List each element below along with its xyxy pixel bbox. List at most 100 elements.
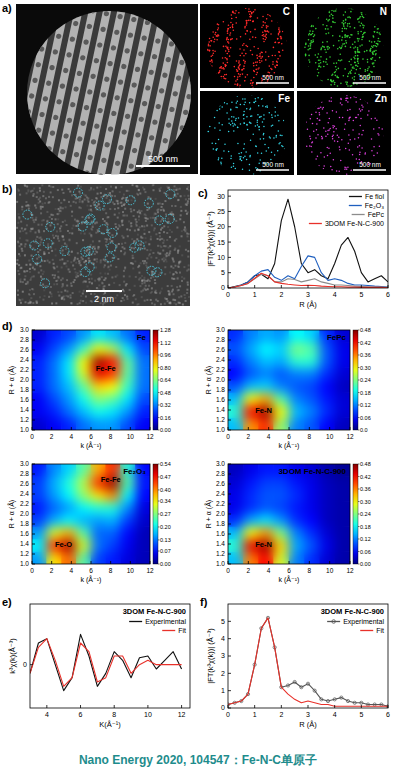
eds-dot xyxy=(371,71,373,73)
eds-dot xyxy=(232,10,234,12)
noise xyxy=(69,191,71,193)
pore xyxy=(8,121,14,127)
eds-dot xyxy=(345,19,347,21)
eds-dot xyxy=(308,45,310,47)
eds-dot xyxy=(297,38,299,40)
noise xyxy=(115,223,117,225)
eds-dot xyxy=(357,146,359,148)
eds-dot xyxy=(364,32,366,34)
eds-dot xyxy=(332,15,334,17)
noise xyxy=(143,262,145,264)
eds-dot xyxy=(383,71,385,73)
eds-dot xyxy=(309,145,311,147)
pore xyxy=(176,75,182,81)
eds-dot xyxy=(357,162,359,164)
eds-dot xyxy=(362,106,364,108)
eds-dot xyxy=(319,119,321,121)
eds-dot xyxy=(201,77,203,79)
noise xyxy=(59,230,61,232)
eds-dot xyxy=(371,45,373,47)
eds-dot xyxy=(205,147,207,149)
eds-dot xyxy=(293,22,295,24)
eds-dot xyxy=(364,70,366,72)
eds-dot xyxy=(201,25,203,27)
eds-dot xyxy=(291,74,293,76)
eds-dot xyxy=(378,173,380,175)
eds-dot xyxy=(332,21,334,23)
eds-dot xyxy=(350,73,352,75)
eds-dot xyxy=(247,74,249,76)
eds-dot xyxy=(353,56,355,58)
eds-dot xyxy=(209,64,211,66)
eds-dot xyxy=(291,63,293,65)
eds-dot xyxy=(215,5,217,7)
pore xyxy=(107,126,113,132)
pore xyxy=(151,54,157,60)
eds-dot xyxy=(352,129,354,131)
eds-dot xyxy=(245,151,247,153)
pore xyxy=(53,114,59,120)
eds-dot xyxy=(203,5,205,7)
eds-dot xyxy=(310,146,312,148)
eds-dot xyxy=(207,76,209,78)
eds-dot xyxy=(389,165,391,167)
eds-dot xyxy=(271,5,273,7)
eds-dot xyxy=(219,83,221,85)
eds-dot xyxy=(241,160,243,162)
noise xyxy=(185,249,187,251)
haadf-noise xyxy=(16,184,190,306)
pore xyxy=(131,16,137,22)
pore xyxy=(117,79,123,85)
eds-dot xyxy=(358,133,360,135)
eds-dot xyxy=(237,79,239,81)
eds-dot xyxy=(267,30,269,32)
eds-dot xyxy=(354,51,356,53)
noise xyxy=(162,242,164,244)
eds-dot xyxy=(219,84,221,86)
eds-dot xyxy=(243,148,245,150)
eds-dot xyxy=(218,24,220,26)
pore xyxy=(70,102,76,108)
pore xyxy=(144,19,150,25)
pore xyxy=(80,55,86,61)
scale-bar-label: 500 nm xyxy=(148,154,178,164)
eds-dot xyxy=(271,114,273,116)
eds-dot xyxy=(217,5,219,7)
eds-dot xyxy=(205,134,207,136)
eds-dot xyxy=(348,118,350,120)
eds-dot xyxy=(374,26,376,28)
eds-dot xyxy=(370,58,372,60)
scale-bar xyxy=(256,169,289,171)
eds-dot xyxy=(362,36,364,38)
eds-dot xyxy=(208,7,210,9)
eds-dot xyxy=(385,49,387,51)
eds-dot xyxy=(298,79,300,81)
eds-dot xyxy=(387,146,389,148)
eds-dot xyxy=(388,55,390,57)
pore xyxy=(73,20,79,26)
eds-dot xyxy=(355,101,357,103)
eds-dot xyxy=(325,51,327,53)
pore xyxy=(121,129,127,135)
eds-dot xyxy=(354,96,356,98)
pore xyxy=(39,177,45,183)
eds-dot xyxy=(347,17,349,19)
eds-dots xyxy=(296,91,391,176)
eds-dot xyxy=(361,104,363,106)
eds-dot xyxy=(255,125,257,127)
eds-dot xyxy=(332,138,334,140)
eds-dot xyxy=(302,167,304,169)
eds-dot xyxy=(277,38,279,40)
eds-dot xyxy=(248,20,250,22)
eds-dot xyxy=(377,40,379,42)
eds-dot xyxy=(271,151,273,153)
eds-dot xyxy=(300,19,302,21)
eds-dot xyxy=(261,3,263,5)
eds-dot xyxy=(208,161,210,163)
eds-dot xyxy=(282,50,284,52)
eds-dot xyxy=(265,106,267,108)
noise xyxy=(175,303,177,305)
eds-dot xyxy=(355,51,357,53)
eds-dot xyxy=(357,51,359,53)
eds-dot xyxy=(241,69,243,71)
